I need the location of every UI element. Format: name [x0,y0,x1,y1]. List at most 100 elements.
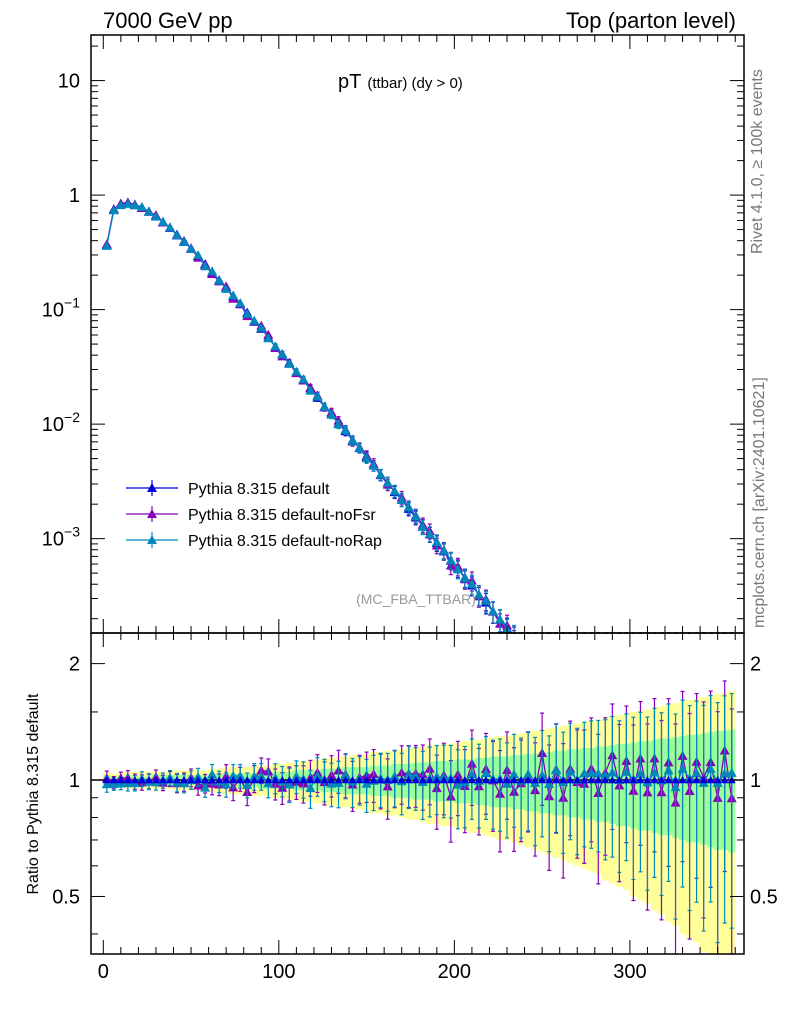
ratio-point [221,779,232,789]
ratio-reference-point [313,776,322,784]
main-title-sub: (ttbar) (dy > 0) [367,75,462,92]
data-point [235,298,246,308]
data-point [122,198,133,208]
rivet-label: Rivet 4.1.0, ≥ 100k events [749,69,766,254]
legend: Pythia 8.315 default Pythia 8.315 default… [126,480,382,550]
data-point [179,236,190,246]
ratio-point [635,768,646,778]
ratio-reference-point [236,776,245,784]
ratio-reference-point [130,776,139,784]
series-line [106,201,508,627]
data-point [186,243,197,253]
data-point [424,528,435,538]
ratio-reference-point [615,776,624,784]
ratio-reference-point [699,776,708,784]
ratio-reference-point [292,776,301,784]
ratio-reference-point [222,776,231,784]
ratio-reference-point [194,776,203,784]
ratio-reference-point [397,776,406,784]
ratio-reference-point [116,776,125,784]
series-1 [101,197,734,634]
data-point [382,477,393,487]
data-point [193,250,204,260]
series-0 [101,197,734,634]
ratio-point [207,769,218,779]
data-point [143,206,154,216]
ratio-plot-area [91,680,744,955]
ratio-reference-point [559,776,568,784]
data-point [298,374,309,384]
ratio-reference-point [418,776,427,784]
ratio-reference-point [201,776,210,784]
ratio-reference-point [151,776,160,784]
ratio-reference-point [446,776,455,784]
data-point [277,349,288,359]
ratio-reference-point [531,776,540,784]
y-tick-label: 10 [58,71,80,93]
series-line [106,203,508,630]
ratio-point [305,783,316,793]
ratio-reference-point [327,776,336,784]
legend-item-0: Pythia 8.315 default [126,480,330,498]
data-point [333,419,344,429]
ratio-point [389,771,400,781]
ratio-reference-point [573,776,582,784]
ratio-point [719,768,730,778]
legend-label: Pythia 8.315 default [188,481,330,498]
ratio-y-tick-label-right: 0.5 [750,886,778,908]
legend-marker [147,483,157,492]
ratio-reference-point [173,776,182,784]
ratio-reference-point [481,776,490,784]
y-tick-label: 10−1 [42,295,80,322]
ratio-reference-point [137,776,146,784]
y-tick-exponent: −2 [64,409,80,425]
data-point [129,200,140,210]
ratio-point [200,782,211,792]
data-point [228,290,239,300]
ratio-point [284,779,295,789]
data-point [347,435,358,445]
ratio-point [108,778,119,788]
ratio-frame [90,632,745,955]
data-point [403,502,414,512]
ratio-reference-point [671,776,680,784]
main-title: pT (ttbar) (dy > 0) [338,71,463,93]
ratio-reference-point [580,776,589,784]
ratio-reference-point [144,776,153,784]
data-point [326,409,337,419]
ratio-reference-point [608,776,617,784]
x-tick-label: 200 [438,961,471,983]
ratio-reference-point [341,776,350,784]
ratio-reference-point [320,776,329,784]
data-point [495,614,506,624]
ratio-point [361,778,372,788]
ratio-reference-point [713,776,722,784]
ratio-reference-point [271,776,280,784]
ratio-reference-point [180,776,189,784]
legend-label: Pythia 8.315 default-noFsr [188,507,376,524]
ratio-reference-point [390,776,399,784]
ratio-point [565,766,576,776]
legend-marker [147,535,157,544]
data-point [157,216,168,226]
ratio-reference-point [474,776,483,784]
data-point [312,391,323,401]
ratio-reference-point [187,776,196,784]
data-point [480,595,491,605]
ratio-reference-point [503,776,512,784]
ratio-point [551,765,562,775]
y-tick-base: 10 [42,300,64,322]
ratio-point [340,770,351,780]
data-point [291,366,302,376]
ratio-reference-point [706,776,715,784]
ratio-reference-point [566,776,575,784]
ratio-reference-point [250,776,259,784]
ratio-y-tick-label-right: 2 [750,654,761,676]
ratio-reference-point [460,776,469,784]
y-tick-exponent: −3 [64,524,80,540]
ratio-reference-point [229,776,238,784]
ratio-point [291,771,302,781]
data-point [410,511,421,521]
